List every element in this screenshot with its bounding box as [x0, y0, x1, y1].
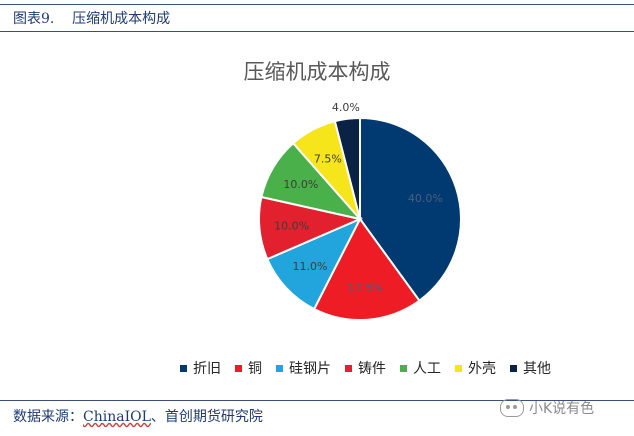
figure-caption: 图表9. 压缩机成本构成 [13, 11, 171, 27]
legend-swatch [455, 364, 462, 372]
pie-slice-6 [333, 116, 361, 220]
wechat-icon [500, 399, 524, 417]
source-org: ChinaIOL [83, 409, 151, 425]
watermark-text: 小K说有色 [529, 401, 595, 417]
source-note: 数据来源：ChinaIOL、首创期货研究院 [13, 406, 263, 426]
data-label-3: 10.0% [274, 219, 309, 232]
legend-label: 人工 [413, 361, 441, 377]
legend-label: 硅钢片 [289, 361, 331, 377]
source-rest: 、首创期货研究院 [150, 409, 263, 425]
legend-item: 外壳 [455, 358, 496, 378]
data-label-5: 7.5% [314, 152, 342, 165]
legend-swatch [180, 364, 187, 372]
legend-swatch [400, 364, 407, 372]
pie-slice-2 [265, 216, 363, 311]
data-label-0: 40.0% [408, 192, 443, 205]
legend-item: 铜 [235, 358, 262, 378]
data-label-2: 11.0% [292, 260, 327, 273]
legend-item: 铸件 [345, 358, 386, 378]
legend-label: 铸件 [358, 361, 386, 377]
data-label-1: 17.5% [348, 281, 383, 294]
legend-item: 折旧 [180, 358, 221, 378]
legend-item: 其他 [510, 358, 551, 378]
data-label-4: 10.0% [283, 178, 318, 191]
legend-swatch [235, 364, 242, 372]
watermark: 小K说有色 [500, 398, 594, 418]
legend-swatch [276, 364, 283, 372]
caption-rule [0, 31, 634, 32]
pie-chart: 40.0% 17.5% 11.0% 10.0% 10.0% 7.5% 4.0% [258, 101, 462, 321]
chart-title: 压缩机成本构成 [243, 60, 391, 84]
pie-slice-0 [359, 116, 462, 303]
legend-swatch [510, 364, 517, 372]
legend-swatch [345, 364, 352, 372]
legend-label: 其他 [523, 361, 551, 377]
source-prefix: 数据来源： [13, 409, 83, 425]
legend-label: 外壳 [468, 361, 496, 377]
legend-item: 人工 [400, 358, 441, 378]
data-label-6: 4.0% [332, 101, 360, 114]
pie-slice-1 [312, 217, 421, 321]
bottom-rule [0, 400, 634, 401]
legend: 折旧 铜 硅钢片 铸件 人工 外壳 其他 [180, 358, 551, 378]
top-rule [0, 4, 634, 5]
legend-label: 折旧 [193, 361, 221, 377]
legend-item: 硅钢片 [276, 358, 331, 378]
legend-label: 铜 [248, 361, 262, 377]
